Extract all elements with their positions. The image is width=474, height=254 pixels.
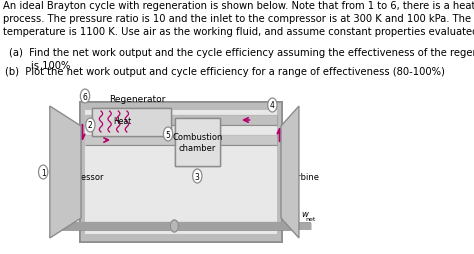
Text: Regenerator: Regenerator xyxy=(109,95,165,104)
Text: Compressor: Compressor xyxy=(54,173,104,182)
Text: 4: 4 xyxy=(270,101,275,110)
Polygon shape xyxy=(50,107,81,238)
Text: 3: 3 xyxy=(195,172,200,181)
Text: 5: 5 xyxy=(165,130,171,139)
Circle shape xyxy=(192,169,202,183)
Bar xyxy=(91,108,172,136)
Text: 6: 6 xyxy=(82,92,88,101)
Text: Combustion
chamber: Combustion chamber xyxy=(172,133,222,152)
Circle shape xyxy=(268,99,277,113)
Text: Combustion
chamber: Combustion chamber xyxy=(172,133,222,152)
Text: Heat: Heat xyxy=(113,116,131,125)
Text: 2: 2 xyxy=(88,121,93,130)
Text: 1: 1 xyxy=(41,168,46,177)
Text: w: w xyxy=(301,209,308,218)
Bar xyxy=(91,108,172,136)
Bar xyxy=(175,119,220,166)
Bar xyxy=(80,103,283,242)
Bar xyxy=(80,103,85,242)
Circle shape xyxy=(81,90,90,104)
Text: An ideal Brayton cycle with regeneration is shown below. Note that from 1 to 6, : An ideal Brayton cycle with regeneration… xyxy=(3,1,474,37)
Circle shape xyxy=(164,128,173,141)
Text: (a)  Find the net work output and the cycle efficiency assuming the effectivenes: (a) Find the net work output and the cyc… xyxy=(9,48,474,71)
Bar xyxy=(80,103,283,110)
Text: (b)  Plot the net work output and cycle efficiency for a range of effectiveness : (b) Plot the net work output and cycle e… xyxy=(5,67,445,77)
Text: net: net xyxy=(305,216,315,221)
Circle shape xyxy=(86,119,95,133)
Circle shape xyxy=(38,165,48,179)
Bar xyxy=(175,119,220,166)
Polygon shape xyxy=(281,107,299,238)
Text: Turbine: Turbine xyxy=(288,173,319,182)
Bar xyxy=(277,103,283,242)
Bar xyxy=(80,234,283,242)
Bar xyxy=(80,103,283,242)
Polygon shape xyxy=(170,220,178,232)
